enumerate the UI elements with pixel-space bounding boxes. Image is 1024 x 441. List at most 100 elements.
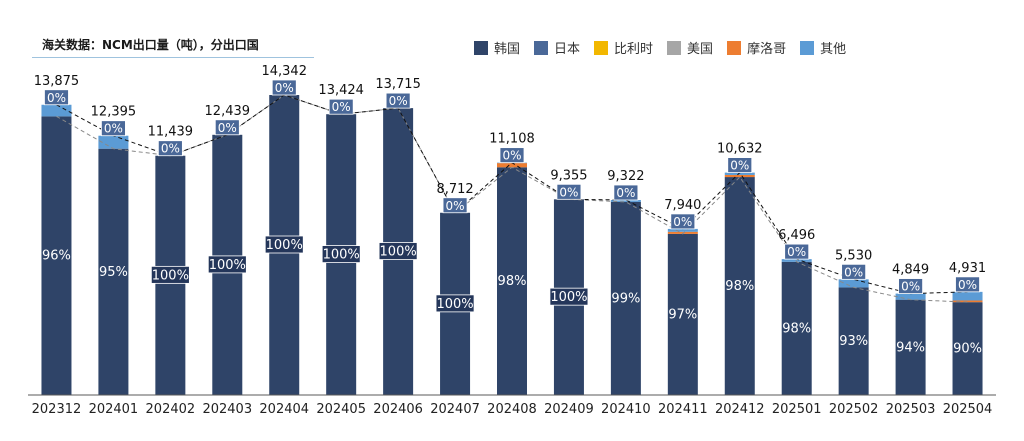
- legend-item: 其他: [800, 38, 846, 57]
- total-label: 5,530: [835, 248, 872, 263]
- bar-segment: [497, 163, 527, 168]
- korea-share-badge: [150, 265, 190, 284]
- legend-swatch: [534, 40, 549, 55]
- x-tick-label: 202410: [601, 402, 651, 417]
- japan-share-badge: [556, 183, 582, 200]
- x-tick-label: 202504: [943, 402, 993, 417]
- bar-segment: [41, 116, 72, 395]
- bar-segment: [610, 201, 641, 395]
- japan-share-label: 0%: [275, 81, 294, 95]
- bar-segment: [724, 172, 755, 175]
- japan-share-badge: [613, 184, 639, 201]
- total-label: 13,715: [375, 77, 421, 92]
- x-tick-label: 202312: [32, 402, 82, 417]
- legend-item: 韩国: [474, 38, 520, 57]
- bar-segment: [838, 287, 869, 395]
- japan-share-label: 0%: [844, 265, 863, 279]
- x-tick-label: 202402: [146, 402, 196, 417]
- x-tick-label: 202409: [544, 402, 594, 417]
- x-tick-label: 202502: [829, 402, 879, 417]
- bar-segment: [667, 233, 698, 395]
- japan-share-badge: [328, 98, 354, 115]
- korea-share-label: 95%: [99, 265, 128, 280]
- japan-share-label: 0%: [389, 94, 408, 108]
- bar-segment: [895, 299, 926, 395]
- total-label: 9,322: [607, 169, 644, 184]
- japan-share-label: 0%: [502, 149, 521, 163]
- x-tick-label: 202404: [259, 402, 309, 417]
- japan-share-badge: [271, 79, 297, 96]
- japan-share-label: 0%: [673, 215, 692, 229]
- total-label: 13,424: [318, 83, 364, 98]
- japan-share-badge: [44, 89, 69, 106]
- japan-share-label: 0%: [787, 245, 806, 259]
- japan-share-badge: [670, 213, 696, 230]
- total-label: 10,632: [717, 142, 763, 157]
- korea-share-label: 94%: [896, 340, 925, 355]
- total-label: 9,355: [550, 168, 587, 183]
- legend-item: 摩洛哥: [727, 38, 786, 57]
- x-tick-label: 202501: [772, 402, 822, 417]
- chart-title: 海关数据：NCM出口量（吨），分出口国: [42, 38, 259, 52]
- korea-share-label: 98%: [782, 321, 811, 336]
- japan-share-label: 0%: [161, 142, 180, 156]
- korea-share-label: 93%: [839, 334, 868, 349]
- korea-share-badge: [207, 255, 247, 274]
- bar-segment: [724, 174, 755, 178]
- title-underline: [32, 57, 314, 58]
- legend-swatch: [594, 40, 609, 55]
- bar-segment: [895, 293, 926, 300]
- korea-share-badge: [264, 235, 304, 254]
- korea-share-label: 100%: [436, 297, 473, 312]
- korea-share-label: 100%: [380, 245, 417, 260]
- legend-swatch: [474, 40, 488, 55]
- korea-share-label: 98%: [725, 279, 754, 294]
- japan-share-badge: [784, 243, 810, 260]
- korea-share-label: 98%: [498, 274, 527, 289]
- bar-segment: [497, 167, 527, 395]
- bar-segment: [838, 279, 869, 288]
- bar-segment: [41, 104, 72, 117]
- japan-share-badge: [385, 92, 411, 109]
- legend-swatch: [727, 40, 742, 55]
- legend-label: 其他: [820, 42, 847, 57]
- legend-label: 日本: [554, 42, 581, 57]
- japan-share-label: 0%: [559, 185, 578, 199]
- legend-label: 韩国: [494, 42, 521, 57]
- legend-label: 摩洛哥: [747, 42, 787, 57]
- bar-segment: [952, 291, 983, 301]
- japan-share-badge: [499, 147, 525, 164]
- bar-segment: [610, 200, 641, 202]
- total-label: 8,712: [436, 182, 473, 197]
- total-label: 4,849: [892, 263, 929, 278]
- x-tick-label: 202406: [373, 402, 423, 417]
- korea-share-label: 100%: [266, 238, 303, 253]
- japan-share-label: 0%: [958, 278, 977, 292]
- total-label: 14,342: [261, 64, 307, 79]
- legend: 韩国 日本 比利时 美国 摩洛哥 其他: [474, 38, 846, 57]
- bar-segment: [98, 148, 129, 395]
- legend-item: 比利时: [594, 38, 653, 57]
- bar-segment: [952, 302, 983, 395]
- japan-share-badge: [214, 119, 240, 136]
- japan-share-badge: [101, 120, 126, 137]
- japan-share-label: 0%: [104, 122, 123, 136]
- total-label: 12,439: [205, 104, 251, 119]
- total-label: 12,395: [91, 105, 137, 120]
- korea-share-label: 100%: [550, 290, 587, 305]
- total-label: 4,931: [949, 261, 986, 276]
- bar-segment: [667, 228, 698, 232]
- bar-segment: [781, 261, 812, 395]
- total-label: 13,875: [34, 74, 80, 89]
- legend-swatch: [800, 40, 815, 55]
- total-label: 6,496: [778, 228, 815, 243]
- total-label: 11,108: [489, 132, 535, 147]
- japan-share-label: 0%: [218, 121, 237, 135]
- japan-share-label: 0%: [446, 199, 465, 213]
- japan-share-badge: [442, 197, 468, 214]
- x-tick-label: 202405: [316, 402, 366, 417]
- korea-share-badge: [549, 287, 589, 306]
- korea-share-label: 96%: [42, 249, 71, 264]
- korea-share-label: 90%: [953, 342, 982, 357]
